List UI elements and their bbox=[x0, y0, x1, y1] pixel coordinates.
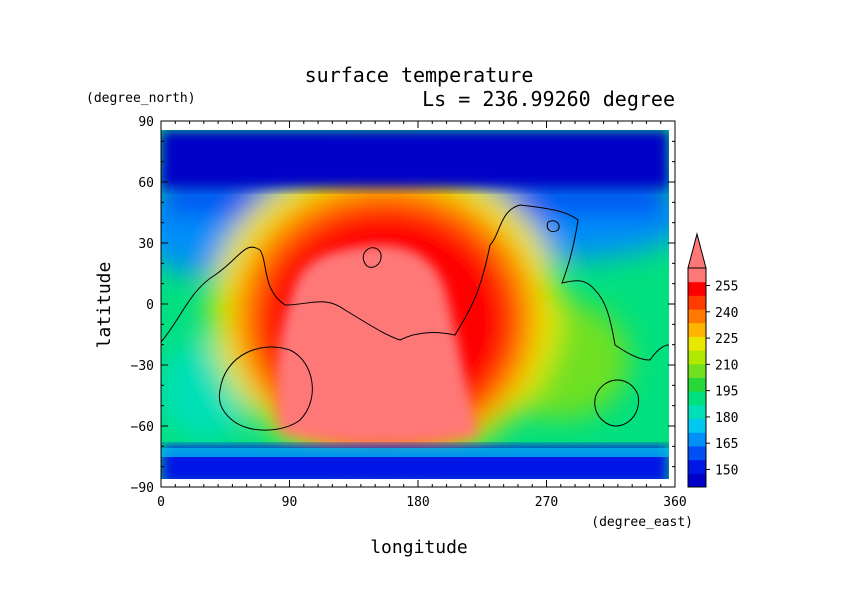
colorbar-cell bbox=[688, 295, 706, 310]
chart-title: surface temperature bbox=[305, 63, 534, 87]
colorbar-cell bbox=[688, 350, 706, 365]
colorbar-cell bbox=[688, 322, 706, 337]
colorbar-cell bbox=[688, 391, 706, 406]
x-tick-label: 90 bbox=[282, 495, 298, 510]
y-tick-label: 30 bbox=[138, 237, 154, 252]
chart-subtitle: Ls = 236.99260 degree bbox=[422, 87, 675, 111]
topography-contours bbox=[161, 204, 669, 431]
warm-core bbox=[276, 244, 478, 444]
y-axis: 90 60 30 0 −30 −60 −90 bbox=[131, 115, 675, 496]
colorbar-cell bbox=[688, 363, 706, 378]
south-cap-edge bbox=[161, 448, 669, 457]
y-tick-label: −30 bbox=[131, 359, 154, 374]
y-axis-label: latitude bbox=[94, 262, 115, 349]
colorbar-label: 225 bbox=[715, 332, 738, 347]
contour-line bbox=[594, 379, 640, 427]
colorbar-cell bbox=[688, 445, 706, 461]
colorbar-cell bbox=[688, 473, 706, 488]
colorbar-cell bbox=[688, 268, 706, 283]
colorbar-cell bbox=[688, 418, 706, 433]
x-tick-label: 360 bbox=[663, 495, 686, 510]
colorbar-label: 150 bbox=[715, 463, 738, 478]
contour-line bbox=[161, 204, 669, 361]
x-tick-label: 180 bbox=[406, 495, 429, 510]
colorbar-label: 195 bbox=[715, 385, 738, 400]
x-units-label: (degree_east) bbox=[591, 515, 693, 530]
colorbar-label: 240 bbox=[715, 306, 738, 321]
x-axis-label: longitude bbox=[370, 537, 468, 558]
colorbar-cell bbox=[688, 459, 706, 474]
colorbar-label: 255 bbox=[715, 280, 738, 295]
colorbar-cell bbox=[688, 309, 706, 324]
contour-line bbox=[362, 247, 382, 268]
contour-line bbox=[546, 220, 560, 233]
colorbar-cell bbox=[688, 404, 706, 420]
colorbar-cell bbox=[688, 432, 706, 447]
colorbar-frame bbox=[687, 267, 707, 488]
y-tick-label: −90 bbox=[131, 481, 154, 496]
y-units-label: (degree_north) bbox=[86, 91, 196, 106]
y-tick-label: 0 bbox=[146, 298, 154, 313]
x-tick-label: 0 bbox=[157, 495, 165, 510]
x-tick-label: 270 bbox=[535, 495, 558, 510]
colorbar-cell bbox=[688, 336, 706, 351]
colorbar-label: 180 bbox=[715, 411, 738, 426]
temperature-field bbox=[161, 130, 669, 479]
colorbar-cell bbox=[688, 281, 706, 296]
y-tick-label: 60 bbox=[138, 176, 154, 191]
colorbar: 255 240 225 210 195 180 165 150 bbox=[687, 232, 738, 488]
colorbar-cell bbox=[688, 377, 706, 392]
colorbar-label: 165 bbox=[715, 437, 738, 452]
y-tick-label: 90 bbox=[138, 115, 154, 130]
x-axis: 0 90 180 270 360 bbox=[157, 121, 687, 510]
y-tick-label: −60 bbox=[131, 420, 154, 435]
colorbar-extend-arrow bbox=[687, 232, 707, 269]
colorbar-label: 210 bbox=[715, 358, 738, 373]
contour-line bbox=[218, 346, 313, 431]
north-polar-cap bbox=[161, 130, 669, 188]
